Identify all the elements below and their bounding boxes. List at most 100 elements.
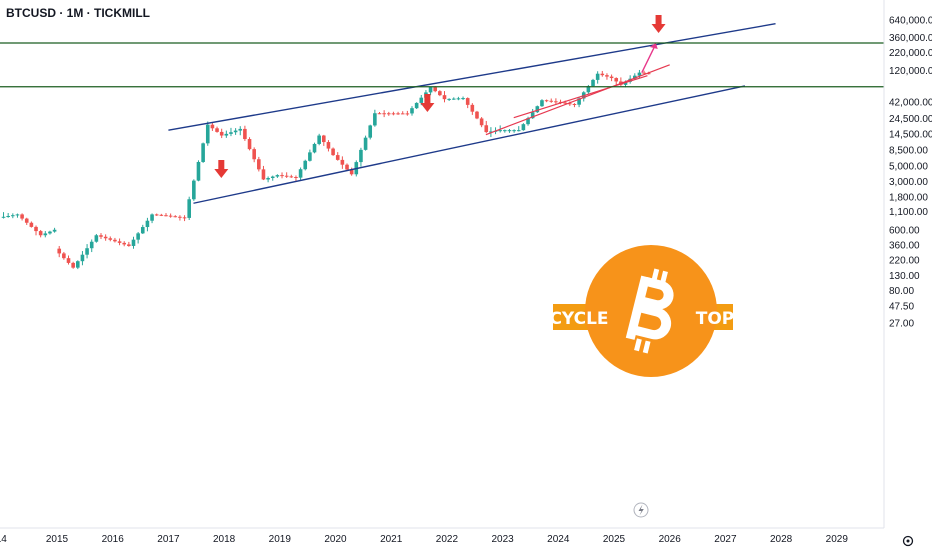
grid-lines bbox=[0, 0, 884, 528]
candle-body bbox=[451, 98, 456, 100]
candle-body bbox=[173, 216, 178, 218]
candle-body bbox=[368, 125, 373, 138]
candle-body bbox=[150, 214, 154, 221]
candle-body bbox=[568, 103, 572, 105]
price-tick-label: 47.50 bbox=[889, 301, 914, 312]
channel-upper-line bbox=[168, 23, 776, 131]
rising-channel-lower bbox=[485, 64, 670, 136]
candle-body bbox=[349, 169, 354, 175]
price-tick-label: 14,500.00 bbox=[889, 130, 932, 141]
b-tick-top-right bbox=[660, 270, 668, 284]
candle-body bbox=[414, 102, 419, 109]
price-tick-label: 8,500.00 bbox=[889, 146, 928, 157]
arrow-shaft bbox=[655, 15, 662, 25]
candle-body bbox=[145, 220, 150, 228]
b-tick-bottom-left bbox=[634, 338, 642, 352]
candle-body bbox=[373, 113, 377, 126]
arrow-head bbox=[420, 103, 435, 112]
candle-body bbox=[396, 113, 400, 115]
peak-arrow-icon bbox=[214, 160, 229, 178]
time-tick-label: 2027 bbox=[714, 534, 737, 545]
price-tick-label: 220.00 bbox=[889, 255, 920, 266]
b-tick-bottom-right bbox=[642, 340, 651, 354]
candle-body bbox=[521, 124, 526, 131]
price-tick-label: 27.00 bbox=[889, 318, 914, 329]
candle-body bbox=[549, 100, 554, 102]
candle-body bbox=[419, 97, 424, 103]
candle-body bbox=[359, 149, 363, 163]
axis-corner bbox=[884, 528, 932, 550]
candle-body bbox=[43, 233, 48, 236]
candle-body bbox=[479, 118, 484, 126]
time-tick-label: 2015 bbox=[46, 534, 69, 545]
price-axis[interactable]: 640,000.00 360,000.00 220,000.00 120,000.00… bbox=[883, 0, 932, 528]
candle-body bbox=[34, 226, 38, 232]
candle-body bbox=[289, 176, 294, 178]
time-tick-label: 2024 bbox=[547, 534, 570, 545]
price-tick-label: 360.00 bbox=[889, 241, 920, 252]
candle-body bbox=[591, 79, 595, 87]
trendline-drawings bbox=[168, 23, 776, 204]
candle-body bbox=[219, 131, 224, 136]
candle-body bbox=[335, 155, 340, 160]
candle-body bbox=[512, 130, 516, 132]
candle-body bbox=[386, 113, 391, 115]
candle-body bbox=[317, 135, 321, 144]
price-tick-label: 80.00 bbox=[889, 286, 914, 297]
b-stem bbox=[625, 275, 651, 340]
candle-body bbox=[540, 100, 544, 107]
time-tick-label: 2017 bbox=[157, 534, 180, 545]
candle-body bbox=[164, 215, 168, 217]
candle-body bbox=[99, 235, 103, 237]
candle-body bbox=[322, 135, 326, 143]
candle-body bbox=[326, 142, 331, 149]
time-tick-label: 2018 bbox=[213, 534, 236, 545]
price-axis-bg bbox=[884, 0, 932, 528]
candle-body bbox=[154, 214, 159, 216]
time-tick-label: 2021 bbox=[380, 534, 403, 545]
candle-body bbox=[308, 152, 312, 161]
candle-body bbox=[642, 72, 646, 74]
candle-body bbox=[280, 175, 284, 177]
bitcoin-b-glyph bbox=[625, 268, 674, 354]
symbol-title[interactable]: BTCUSD · 1M · TICKMILL bbox=[6, 6, 150, 20]
candle-body bbox=[484, 125, 489, 133]
candle-body bbox=[586, 86, 591, 93]
rising-channel-upper bbox=[513, 75, 648, 119]
candle-body bbox=[410, 108, 414, 114]
candle-body bbox=[108, 238, 113, 240]
candle-body bbox=[117, 241, 122, 243]
candle-body bbox=[85, 248, 89, 255]
candle-body bbox=[6, 216, 10, 217]
candle-body bbox=[205, 124, 210, 144]
candle-body bbox=[11, 215, 15, 217]
candle-body bbox=[159, 214, 164, 216]
time-tick-label: 2026 bbox=[659, 534, 682, 545]
candle-body bbox=[340, 159, 345, 165]
time-tick-label: 2019 bbox=[269, 534, 292, 545]
candle-body bbox=[637, 72, 642, 76]
candle-body bbox=[29, 222, 34, 227]
time-tick-label: 2020 bbox=[324, 534, 347, 545]
candle-body bbox=[252, 149, 256, 160]
candle-body bbox=[646, 73, 651, 75]
price-tick-label: 1,800.00 bbox=[889, 192, 928, 203]
candle-body bbox=[178, 216, 182, 218]
candle-body bbox=[127, 244, 131, 246]
candle-body bbox=[461, 98, 465, 100]
price-tick-label: 220,000.00 bbox=[889, 48, 932, 59]
arrow-shaft bbox=[424, 94, 431, 104]
candle-body bbox=[331, 148, 335, 156]
gear-ring bbox=[902, 535, 914, 547]
price-tick-label: 360,000.00 bbox=[889, 33, 932, 44]
time-axis[interactable]: 14 2015 2016 2017 2018 2019 2020 2021 2022 2023 20… bbox=[0, 502, 932, 550]
candle-body bbox=[507, 130, 512, 132]
price-tick-label: 640,000.00 bbox=[889, 16, 932, 27]
candle-body bbox=[298, 169, 303, 178]
candle-body bbox=[80, 254, 85, 262]
candle-body bbox=[20, 214, 24, 219]
candle-body bbox=[377, 113, 382, 115]
candle-body bbox=[136, 233, 140, 240]
time-tick-label: 2025 bbox=[603, 534, 626, 545]
